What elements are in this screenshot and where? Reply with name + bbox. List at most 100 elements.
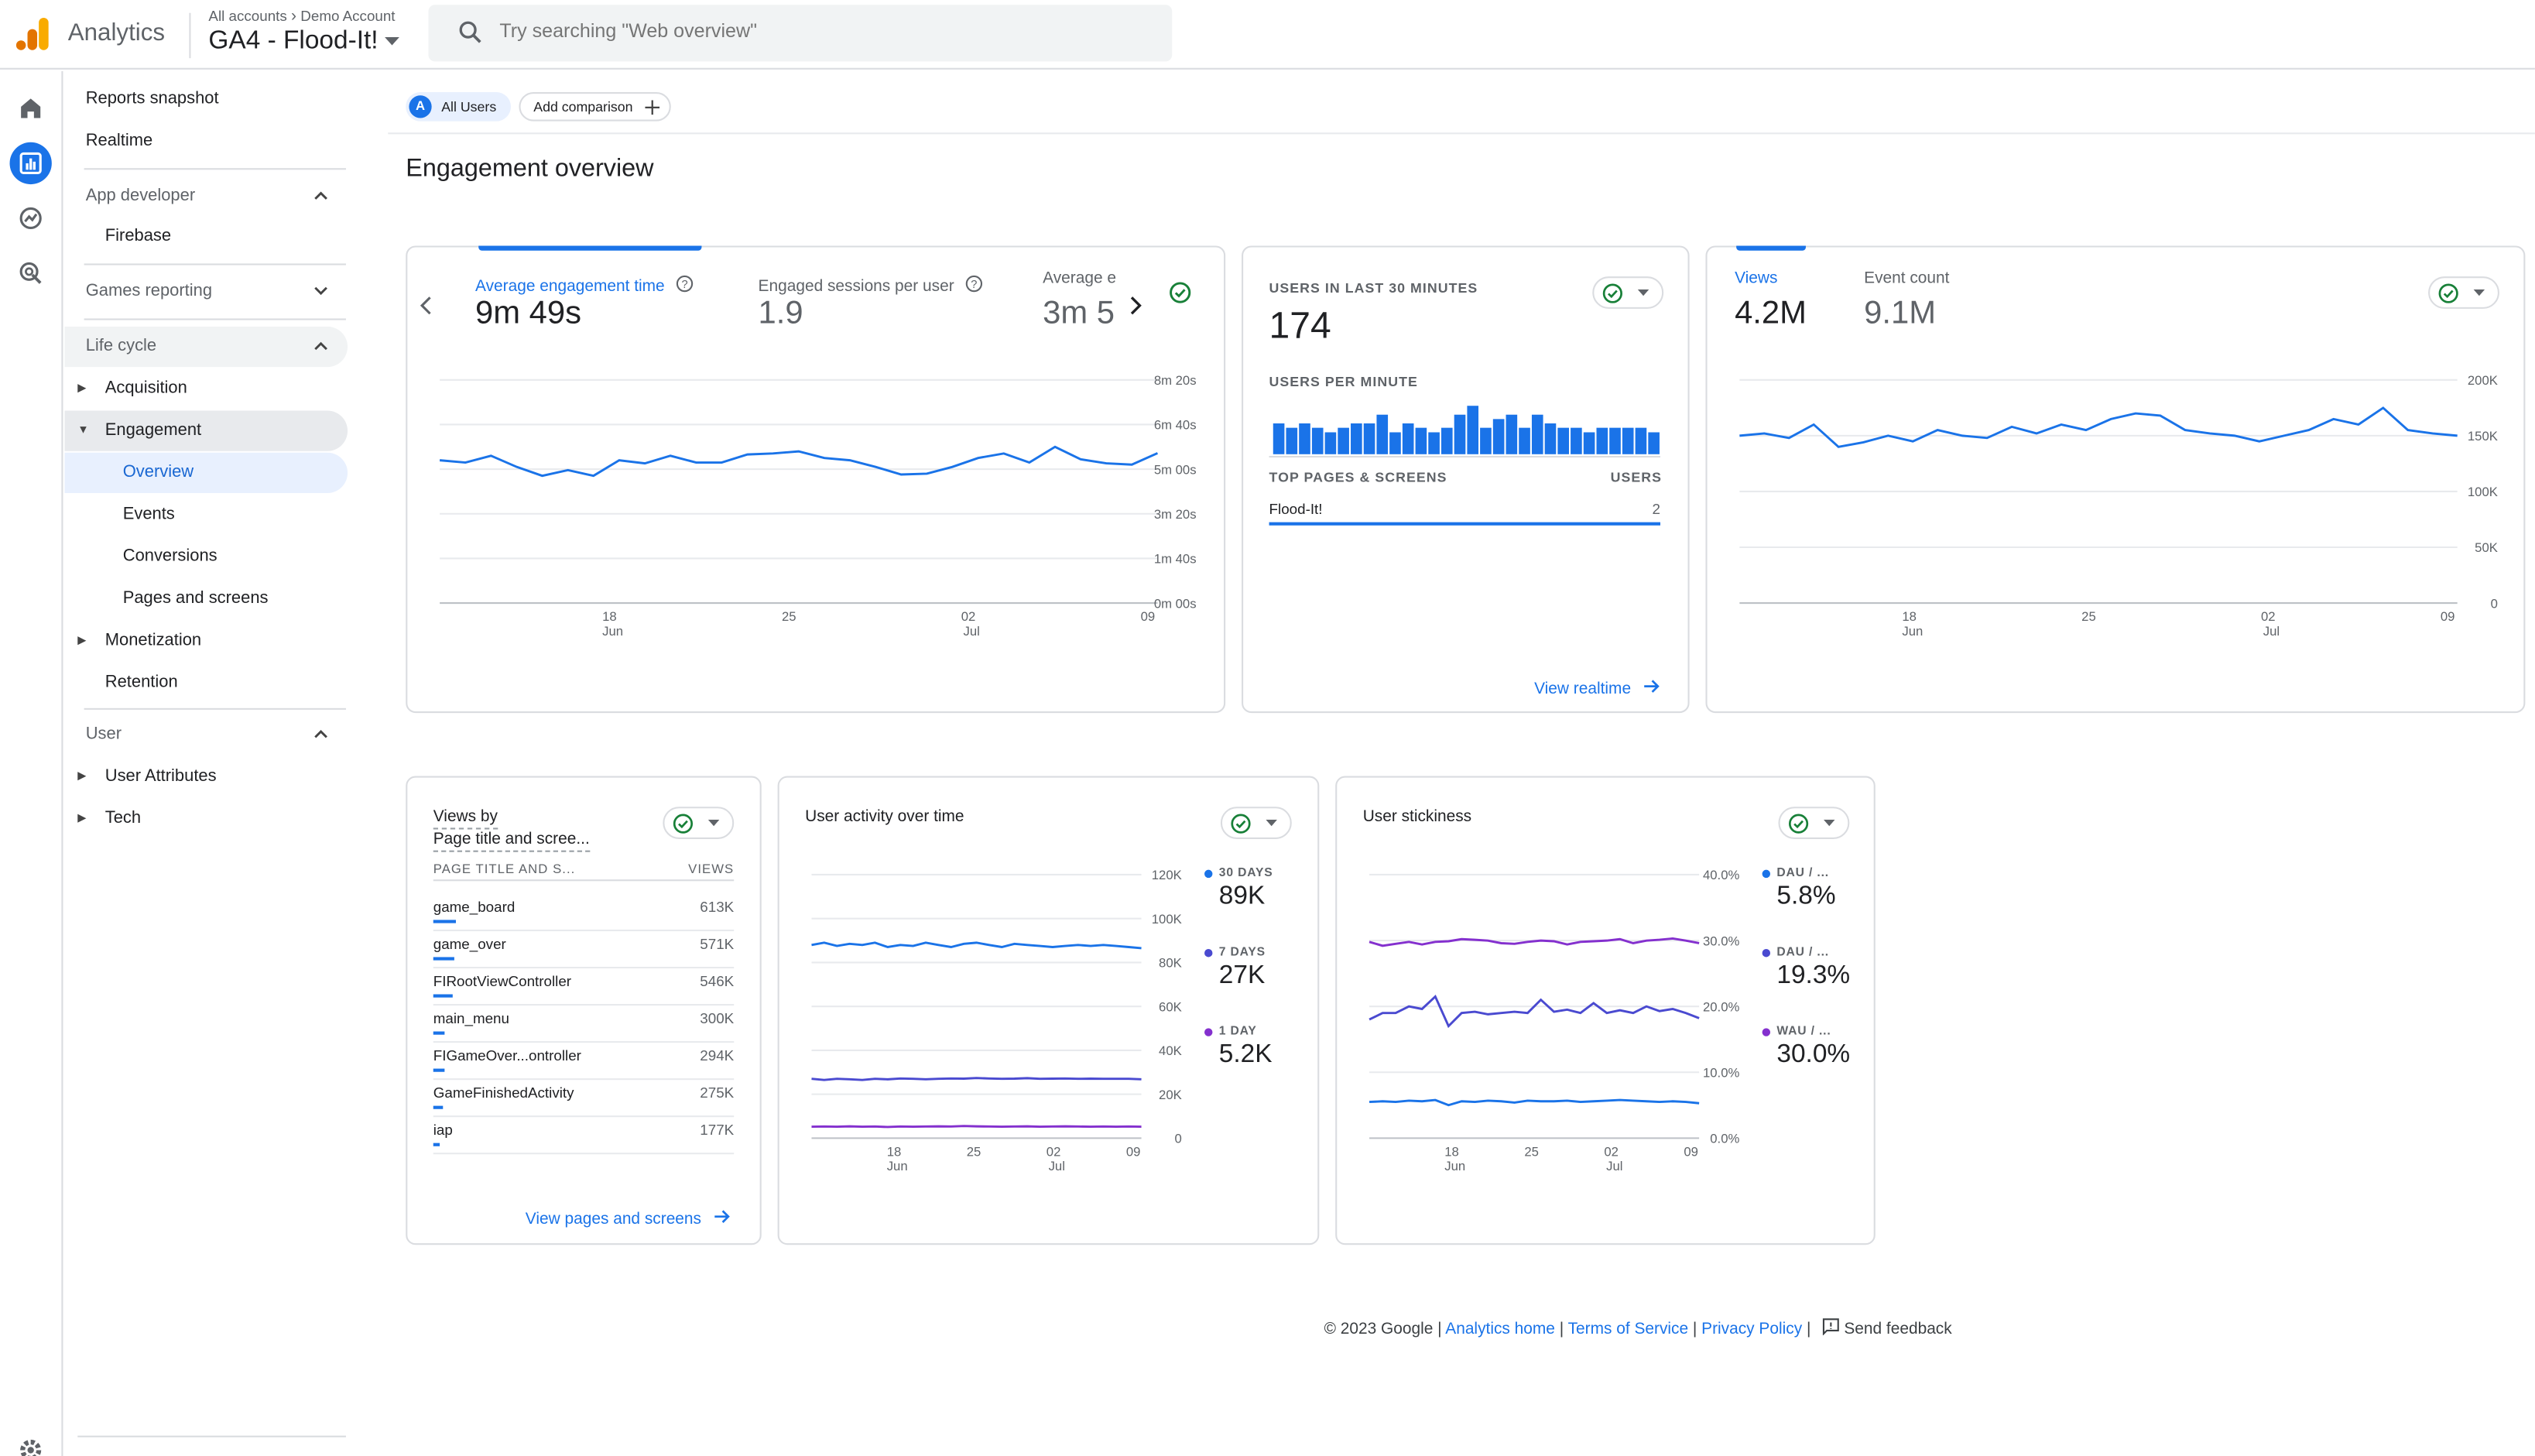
view-realtime-link[interactable]: View realtime xyxy=(1534,673,1661,702)
nav-user-attributes[interactable]: ▶ User Attributes xyxy=(65,756,348,797)
caret-down-icon xyxy=(2473,289,2485,296)
legend-item: DAU / ... 19.3% xyxy=(1762,944,1850,992)
explore-icon[interactable] xyxy=(10,197,52,239)
nav-section-life-cycle[interactable]: Life cycle xyxy=(64,326,348,368)
table-row[interactable]: GameFinishedActivity 275K xyxy=(433,1081,735,1119)
metric-value: 9m 49s xyxy=(475,296,582,332)
property-selector[interactable]: GA4 - Flood-It! xyxy=(208,27,400,57)
y-tick-label: 5m 00s xyxy=(1154,462,1197,477)
product-name[interactable]: Analytics xyxy=(67,19,166,47)
stickiness-card-title: User stickiness xyxy=(1362,808,1472,827)
realtime-card: USERS IN LAST 30 MINUTES 174 USERS PER M… xyxy=(1242,245,1690,714)
footer-analytics-home-link[interactable]: Analytics home xyxy=(1445,1321,1555,1339)
y-tick-label: 6m 40s xyxy=(1154,418,1197,433)
x-tick-month-label: Jul xyxy=(2263,624,2280,639)
breadcrumb-all-accounts[interactable]: All accounts xyxy=(208,8,287,25)
legend-label: WAU / ... xyxy=(1776,1023,1831,1038)
nav-monetization[interactable]: ▶ Monetization xyxy=(65,621,348,661)
chevron-left-icon[interactable] xyxy=(419,296,433,315)
x-tick-label: 18 xyxy=(1902,609,1917,624)
card-status-menu[interactable] xyxy=(1778,807,1850,839)
card-status-menu[interactable] xyxy=(2428,276,2499,309)
top-page-bar xyxy=(1269,522,1660,526)
check-circle-icon[interactable] xyxy=(1169,281,1191,303)
bar xyxy=(1273,423,1285,454)
search-input[interactable] xyxy=(499,19,1115,43)
pages-card-title-line2[interactable]: Page title and scree... xyxy=(433,829,590,852)
all-users-label: All Users xyxy=(441,98,497,115)
chevron-up-icon xyxy=(314,730,327,738)
bar xyxy=(1544,423,1557,454)
nav-retention[interactable]: Retention xyxy=(104,672,178,692)
nav-firebase[interactable]: Firebase xyxy=(104,226,172,246)
nav-tech[interactable]: ▶ Tech xyxy=(65,799,348,839)
divider xyxy=(433,879,735,882)
footer-terms-link[interactable]: Terms of Service xyxy=(1567,1321,1689,1339)
legend-value: 5.2K xyxy=(1218,1041,1273,1069)
table-row[interactable]: game_board 613K xyxy=(433,896,735,933)
metric-tab-sessions-per-user[interactable]: Engaged sessions per user ? 1.9 xyxy=(759,270,983,331)
help-icon[interactable]: ? xyxy=(964,275,982,293)
card-status-menu[interactable] xyxy=(1592,276,1664,309)
card-status-menu[interactable] xyxy=(663,807,735,839)
reports-icon[interactable] xyxy=(9,142,52,185)
bar xyxy=(1286,427,1298,454)
search-bar[interactable] xyxy=(428,5,1173,62)
top-header: Analytics All accounts › Demo Account GA… xyxy=(0,0,2535,70)
nav-section-app-developer[interactable]: App developer xyxy=(65,176,348,217)
view-pages-link[interactable]: View pages and screens xyxy=(526,1203,731,1232)
bar xyxy=(1583,432,1595,454)
row-views-value: 613K xyxy=(700,899,735,916)
bar xyxy=(1557,427,1569,454)
nav-acquisition[interactable]: ▶ Acquisition xyxy=(65,368,348,409)
nav-engagement[interactable]: ▼ Engagement xyxy=(64,410,348,451)
legend-label: 1 DAY xyxy=(1218,1023,1257,1038)
settings-icon[interactable] xyxy=(10,1429,52,1456)
nav-realtime[interactable]: Realtime xyxy=(85,131,153,151)
table-row[interactable]: FIRootViewController 546K xyxy=(433,970,735,1007)
help-icon[interactable]: ? xyxy=(675,275,693,293)
top-page-row[interactable]: Flood-It! 2 xyxy=(1269,499,1660,529)
view-realtime-label: View realtime xyxy=(1534,680,1632,699)
metric-label: Average engagement time xyxy=(475,278,665,296)
nav-overview[interactable]: Overview xyxy=(64,452,348,494)
metric-tab-average-truncated[interactable]: Average e 3m 5 xyxy=(1043,270,1118,335)
all-users-chip[interactable]: A All Users xyxy=(406,92,511,122)
footer-privacy-link[interactable]: Privacy Policy xyxy=(1701,1321,1803,1339)
chevron-right-icon[interactable] xyxy=(1129,296,1143,315)
table-row[interactable]: main_menu 300K xyxy=(433,1007,735,1044)
nav-pages-and-screens[interactable]: Pages and screens xyxy=(122,588,269,608)
nav-section-games-reporting[interactable]: Games reporting xyxy=(65,272,348,312)
send-feedback-button[interactable]: Send feedback xyxy=(1822,1318,1952,1338)
table-row[interactable]: FIGameOver...ontroller 294K xyxy=(433,1044,735,1081)
svg-text:?: ? xyxy=(681,279,687,291)
row-views-value: 294K xyxy=(700,1047,735,1064)
x-tick-month-label: Jul xyxy=(964,624,980,639)
breadcrumb[interactable]: All accounts › Demo Account xyxy=(208,8,395,26)
home-icon[interactable] xyxy=(10,87,52,129)
nav-reports-snapshot[interactable]: Reports snapshot xyxy=(85,88,219,108)
row-views-value: 177K xyxy=(700,1122,735,1139)
legend-value: 89K xyxy=(1218,882,1266,910)
triangle-right-icon: ▶ xyxy=(77,635,87,647)
add-comparison-button[interactable]: Add comparison xyxy=(519,92,671,122)
table-row[interactable]: game_over 571K xyxy=(433,933,735,970)
table-row[interactable]: iap 177K xyxy=(433,1119,735,1156)
y-tick-label: 100K xyxy=(2468,485,2498,499)
property-name[interactable]: GA4 - Flood-It! xyxy=(208,27,379,56)
nav-events[interactable]: Events xyxy=(122,504,175,524)
nav-conversions[interactable]: Conversions xyxy=(122,546,218,567)
footer-copyright: © 2023 Google xyxy=(1324,1321,1434,1339)
x-tick-label: 25 xyxy=(2081,609,2096,624)
advertising-icon[interactable] xyxy=(10,252,52,294)
nav-section-user[interactable]: User xyxy=(65,714,348,755)
breadcrumb-account[interactable]: Demo Account xyxy=(300,8,396,25)
legend-item: WAU / ... 30.0% xyxy=(1762,1023,1850,1071)
row-divider xyxy=(433,1153,735,1155)
series-line xyxy=(1369,994,1700,1029)
chevron-up-icon xyxy=(314,191,327,200)
analytics-logo-icon[interactable] xyxy=(15,16,50,52)
y-tick-label: 60K xyxy=(1159,999,1182,1014)
metric-tab-engagement-time[interactable]: Average engagement time ? 9m 49s xyxy=(475,270,693,331)
card-status-menu[interactable] xyxy=(1220,807,1292,839)
